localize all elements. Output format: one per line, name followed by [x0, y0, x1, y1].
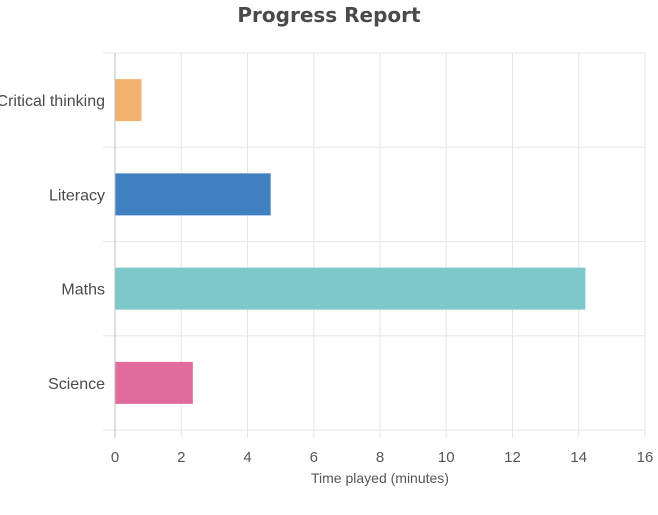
category-label: Maths	[61, 282, 105, 299]
category-label: Science	[48, 376, 105, 393]
bar-science	[115, 361, 193, 404]
gridlines	[103, 52, 646, 438]
bar-critical-thinking	[115, 79, 142, 122]
x-axis-title: Time played (minutes)	[311, 470, 449, 486]
x-tick-label: 6	[310, 449, 318, 466]
x-tick-label: 10	[438, 449, 455, 466]
x-tick-label: 4	[243, 449, 251, 466]
bar-maths	[115, 267, 586, 310]
chart-title: Progress Report	[237, 3, 421, 27]
bar-literacy	[115, 173, 271, 216]
x-tick-label: 2	[177, 449, 185, 466]
category-label: Literacy	[49, 187, 105, 204]
category-label: Critical thinking	[0, 93, 105, 110]
labels: 0 2 4 6 8 10 12 14 16 Critical thinking Literacy Ma…	[0, 93, 653, 466]
x-tick-label: 12	[504, 449, 521, 466]
x-tick-label: 16	[637, 449, 654, 466]
x-tick-label: 14	[570, 449, 587, 466]
bars	[115, 79, 586, 404]
x-tick-label: 0	[111, 449, 119, 466]
x-tick-label: 8	[376, 449, 384, 466]
